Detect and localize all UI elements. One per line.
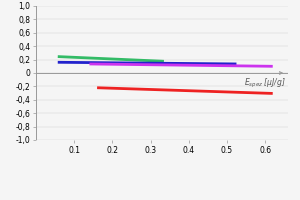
Text: E$_{spez}$ [µJ/g]: E$_{spez}$ [µJ/g] — [244, 77, 286, 90]
